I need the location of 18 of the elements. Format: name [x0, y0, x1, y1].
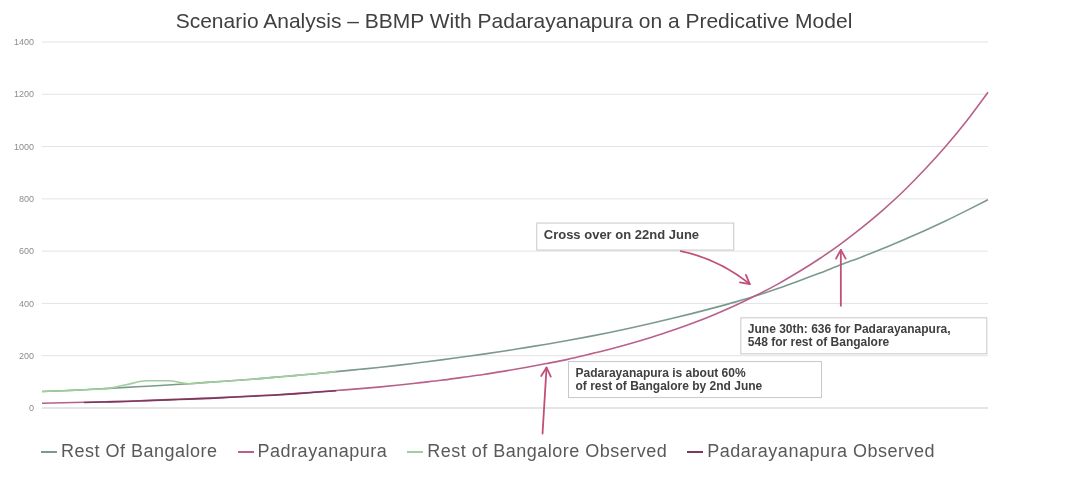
legend-label: Padrayanapura: [257, 441, 388, 461]
line-series: [83, 389, 338, 404]
annotation: Cross over on 22nd June: [543, 227, 700, 243]
legend-label: Rest Of Bangalore: [61, 441, 218, 461]
y-tick-label: 800: [18, 194, 34, 205]
annotation: Padarayanapura is about 60% of rest of Bangalore by 2nd June: [575, 365, 763, 393]
chart-title: Scenario Analysis – BBMP With Padarayanapura on a Predicative Model: [174, 8, 854, 34]
y-tick-label: 0: [28, 403, 34, 414]
y-tick-label: 400: [18, 298, 34, 309]
annotation: June 30th: 636 for Padarayanapura, 548 for rest of Bangalore: [747, 321, 951, 349]
y-tick-label: 1200: [13, 89, 34, 100]
y-tick-label: 1000: [13, 141, 34, 152]
line-series: [41, 370, 338, 393]
legend-label: Rest of Bangalore Observed: [427, 441, 668, 461]
y-tick-label: 1400: [13, 37, 34, 48]
y-tick-label: 200: [18, 350, 34, 361]
y-tick-label: 600: [18, 246, 34, 257]
legend-label: Padarayanapura Observed: [707, 441, 935, 461]
